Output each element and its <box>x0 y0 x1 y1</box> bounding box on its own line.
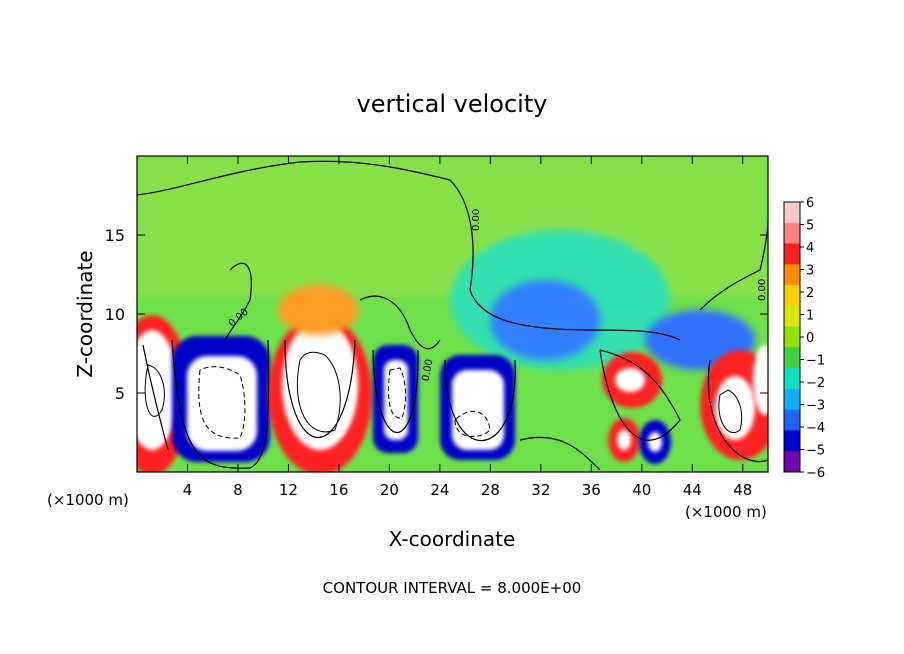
solid-inner-contours <box>144 351 743 433</box>
colorbar-tick-label: 0 <box>806 331 814 346</box>
colorbar-tick-label: −6 <box>806 466 825 481</box>
colorbar-tick-label: 6 <box>806 196 814 211</box>
colorbar-swatch <box>784 430 800 452</box>
x-tick-label: 32 <box>531 481 550 499</box>
y-tick-label: 10 <box>105 305 125 324</box>
cell-2-neg <box>172 336 270 462</box>
colorbar-swatch <box>784 222 800 245</box>
x-unit-left: (×1000 m) <box>47 491 129 509</box>
x-tick-label: 12 <box>279 481 298 499</box>
contour-interval-footer: CONTOUR INTERVAL = 8.000E+00 <box>323 579 582 597</box>
colorbar-swatch <box>784 409 800 431</box>
colorbar-tick-label: 2 <box>806 286 814 301</box>
cell-6-pos <box>602 352 671 464</box>
colorbar: 6 5 4 3 2 1 0 −1 −2 −3 −4 −5 −6 <box>783 196 825 481</box>
colorbar-tick-label: −5 <box>806 444 825 459</box>
colorbar-swatch <box>784 243 800 265</box>
contour-label: 0.00 <box>471 209 482 231</box>
chart-title: vertical velocity <box>357 90 548 118</box>
contour-label: 0.00 <box>421 358 436 382</box>
dashed-contours <box>198 366 491 439</box>
x-tick-label: 28 <box>481 481 500 499</box>
x-tick-label: 20 <box>380 481 399 499</box>
colorbar-swatch <box>784 388 800 411</box>
contour-label: 0.00 <box>757 279 768 301</box>
x-unit-right: (×1000 m) <box>685 503 767 521</box>
x-tick-label: 36 <box>582 481 601 499</box>
colorbar-swatch <box>784 264 800 286</box>
y-tick-label: 15 <box>105 226 125 245</box>
x-axis-label: X-coordinate <box>389 527 516 551</box>
colorbar-tick-label: 5 <box>806 219 814 234</box>
x-tick-label: 44 <box>683 481 702 499</box>
colorbar-tick-label: 1 <box>806 309 814 324</box>
colorbar-tick-label: −1 <box>806 354 825 369</box>
upper-field <box>137 156 768 296</box>
neg-region-core <box>490 280 600 360</box>
contour-lines <box>137 160 768 471</box>
plot-area <box>137 156 768 472</box>
x-tick-label: 48 <box>733 481 752 499</box>
cell-4-neg <box>373 345 418 453</box>
x-tick-label: 40 <box>632 481 651 499</box>
colorbar-swatch <box>784 285 800 307</box>
colorbar-swatch <box>784 326 800 348</box>
colorbar-swatch <box>784 368 800 390</box>
colorbar-swatch <box>784 202 800 224</box>
y-tick-label: 5 <box>115 384 125 403</box>
x-tick-label: 8 <box>233 481 243 499</box>
x-tick-label: 24 <box>430 481 449 499</box>
colorbar-tick-label: −4 <box>806 421 825 436</box>
x-axis-ticks: 4 8 12 16 20 24 28 32 36 40 44 48 <box>183 156 752 499</box>
y-axis-ticks: 5 10 15 <box>105 226 768 403</box>
colorbar-tick-label: −2 <box>806 376 825 391</box>
x-tick-label: 4 <box>183 481 193 499</box>
y-axis-label: Z-coordinate <box>73 250 97 377</box>
x-tick-label: 16 <box>329 481 348 499</box>
colorbar-swatch <box>784 451 800 473</box>
colorbar-swatch <box>784 347 800 369</box>
colorbar-tick-label: −3 <box>806 399 825 414</box>
colorbar-tick-label: 3 <box>806 264 814 279</box>
colorbar-swatch <box>784 305 800 328</box>
colorbar-tick-label: 4 <box>806 241 814 256</box>
cell-3-pos <box>268 285 372 472</box>
